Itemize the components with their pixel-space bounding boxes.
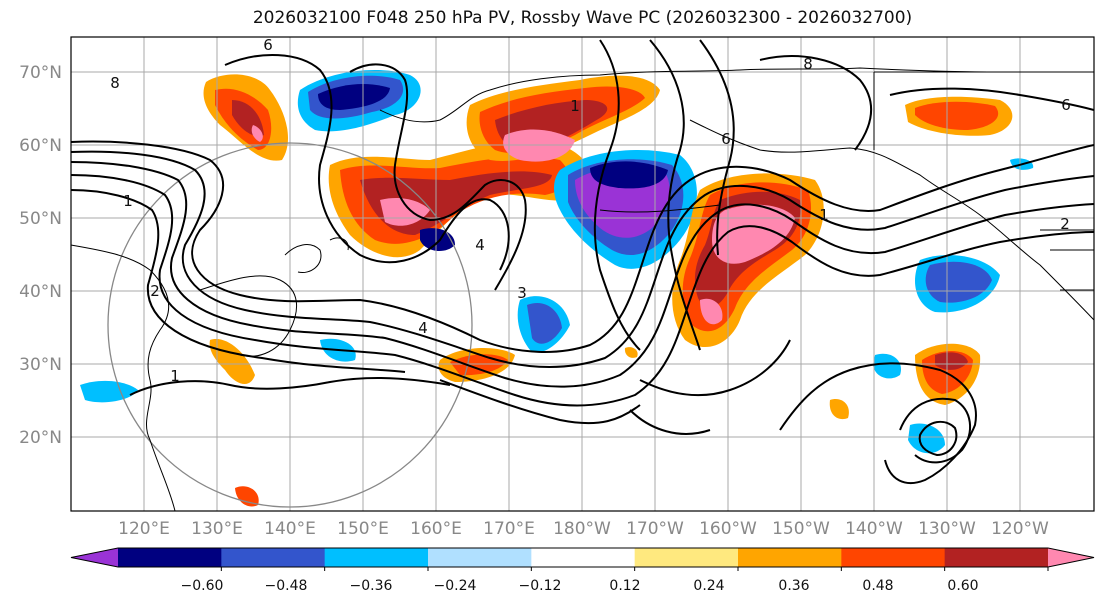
colorbar-tick-label: 0.36 xyxy=(778,578,809,594)
colorbar xyxy=(70,547,1095,571)
colorbar-segment xyxy=(531,548,636,567)
colorbar-segment xyxy=(1048,548,1094,567)
colorbar-segment xyxy=(71,548,118,567)
lon-label: 150°W xyxy=(772,519,830,539)
colorbar-tick-label: 0.48 xyxy=(862,578,893,594)
colorbar-tick-label: −0.48 xyxy=(265,578,308,594)
colorbar-segment xyxy=(738,548,842,567)
lon-label: 150°E xyxy=(337,519,389,539)
pv-label: 1 xyxy=(170,367,180,385)
colorbar-tick-label: 0.12 xyxy=(609,578,640,594)
range-circle xyxy=(107,142,473,508)
lat-label: 70°N xyxy=(19,63,62,83)
lon-label: 120°E xyxy=(118,519,170,539)
pv-label: 1 xyxy=(123,192,133,210)
colorbar-segment xyxy=(118,548,222,567)
map-title: 2026032100 F048 250 hPa PV, Rossby Wave … xyxy=(252,8,913,28)
lat-label: 40°N xyxy=(19,282,62,302)
pv-label: 6 xyxy=(1061,96,1071,114)
pv-label: 6 xyxy=(721,130,731,148)
lon-label: 160°W xyxy=(699,519,757,539)
lat-label: 20°N xyxy=(19,428,62,448)
coastlines xyxy=(71,67,1094,511)
lon-label: 170°E xyxy=(483,519,535,539)
lat-label: 50°N xyxy=(19,209,62,229)
colorbar-segment xyxy=(428,548,532,567)
lon-label: 170°W xyxy=(626,519,684,539)
pv-label: 2 xyxy=(1060,215,1070,233)
colorbar-segment xyxy=(634,548,739,567)
colorbar-ticks: −0.60 −0.48 −0.36 −0.24 −0.12 0.12 0.24 … xyxy=(181,578,979,594)
colorbar-tick-label: −0.12 xyxy=(519,578,562,594)
pv-label: 1 xyxy=(819,206,829,224)
pv-label: 4 xyxy=(418,319,428,337)
lon-label: 140°W xyxy=(845,519,903,539)
colorbar-tick-label: −0.36 xyxy=(350,578,393,594)
lon-label: 160°E xyxy=(410,519,462,539)
lon-label: 140°E xyxy=(264,519,316,539)
latitude-labels: 70°N 60°N 50°N 40°N 30°N 20°N xyxy=(19,63,62,448)
lon-label: 180°W xyxy=(553,519,611,539)
pv-label: 3 xyxy=(517,284,527,302)
colorbar-tick-label: 0.60 xyxy=(947,578,978,594)
lon-label: 130°W xyxy=(918,519,976,539)
pv-label: 2 xyxy=(150,282,160,300)
pv-label: 4 xyxy=(475,236,485,254)
colorbar-tick-label: −0.60 xyxy=(181,578,224,594)
map-frame xyxy=(70,36,1095,512)
colorbar-tick-label: −0.24 xyxy=(434,578,477,594)
pv-contours xyxy=(71,39,1094,485)
lat-label: 30°N xyxy=(19,355,62,375)
colorbar-segment xyxy=(944,548,1049,567)
lat-label: 60°N xyxy=(19,136,62,156)
lon-label: 130°E xyxy=(191,519,243,539)
pv-label: 8 xyxy=(110,74,120,92)
colorbar-tick-label: 0.24 xyxy=(693,578,724,594)
pv-label: 8 xyxy=(803,55,813,73)
longitude-labels: 120°E 130°E 140°E 150°E 160°E 170°E 180°… xyxy=(118,519,1049,539)
colorbar-outline xyxy=(70,547,1095,568)
colorbar-segment xyxy=(324,548,429,567)
colorbar-segment xyxy=(841,548,946,567)
pv-contour-labels: 1 2 3 4 6 8 8 1 6 1 4 2 1 6 xyxy=(110,36,1071,385)
colorbar-segment xyxy=(221,548,326,567)
lon-label: 120°W xyxy=(991,519,1049,539)
pv-label: 6 xyxy=(263,36,273,54)
pv-label: 1 xyxy=(570,97,580,115)
